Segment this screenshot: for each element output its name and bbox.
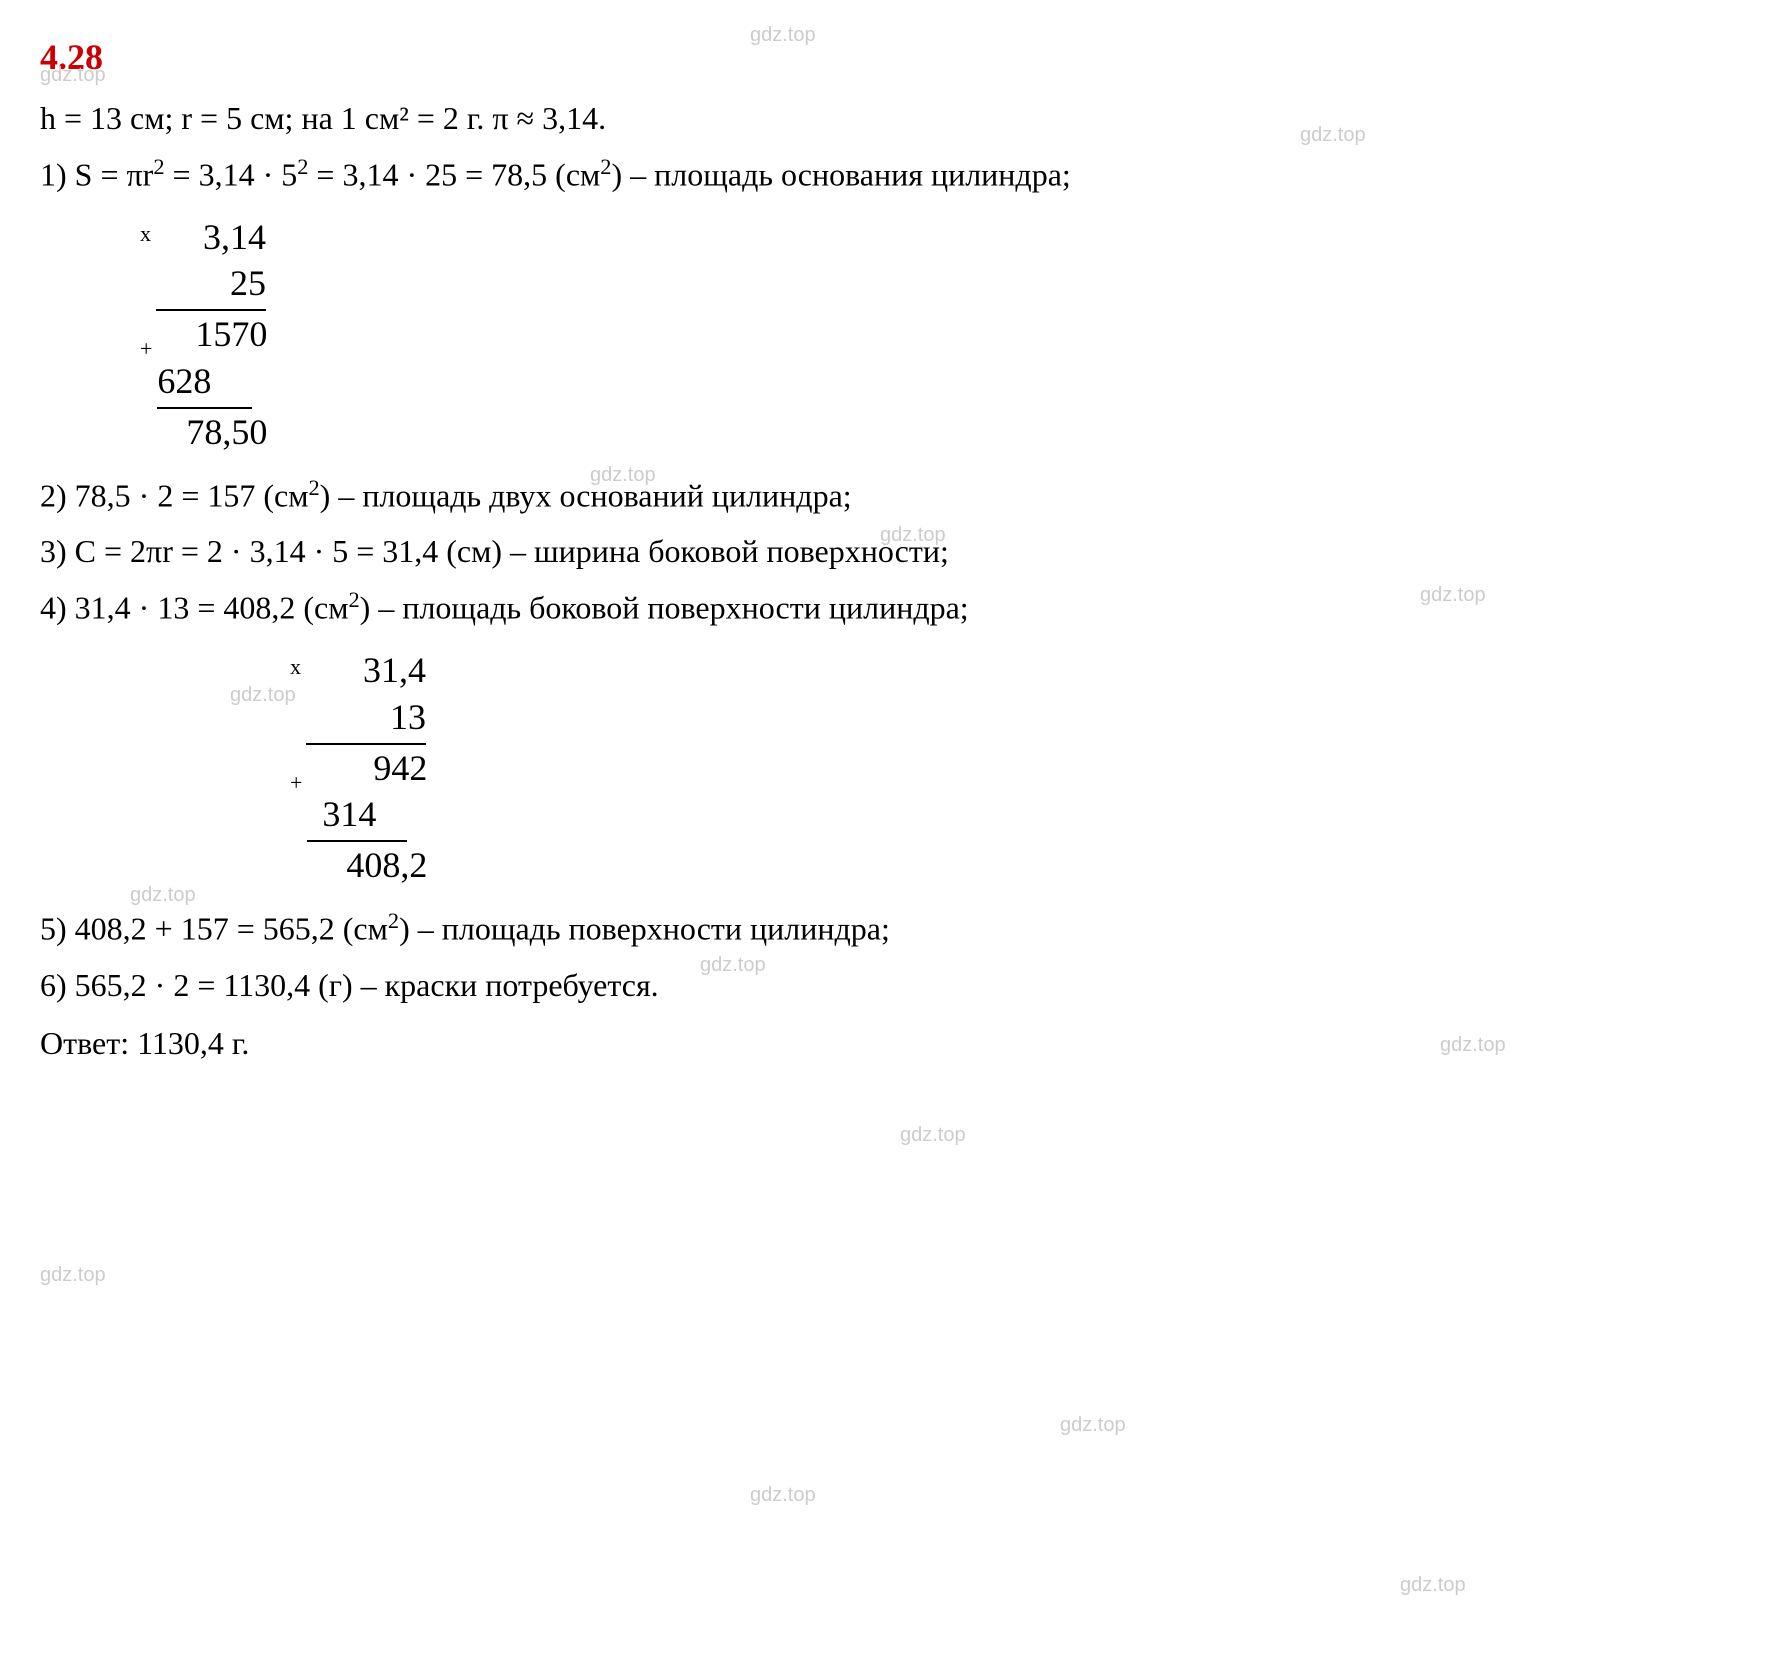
calc2-r5: 408,2 (307, 842, 427, 889)
calc2-r2: 13 (306, 694, 426, 745)
calc1-r1: 3,14 (156, 214, 266, 261)
step2-sup: 2 (308, 475, 319, 500)
answer: Ответ: 1130,4 г. (40, 1019, 1725, 1067)
step-3: 3) C = 2πr = 2 · 3,14 · 5 = 31,4 (см) – … (40, 527, 1725, 575)
calc1-r4: 628 (157, 358, 252, 409)
plus-sign-2: + (290, 769, 302, 798)
plus-sign: + (140, 335, 152, 364)
calc1-r2: 25 (156, 260, 266, 311)
calc1-r3: 1570 (157, 311, 267, 358)
step1-prefix: 1) S = πr (40, 157, 153, 193)
calc2-r3: 942 (307, 745, 427, 792)
step2-prefix: 2) 78,5 · 2 = 157 (см (40, 477, 308, 513)
watermark: gdz.top (230, 680, 296, 710)
given-data: h = 13 см; r = 5 см; на 1 см² = 2 г. π ≈… (40, 94, 1725, 142)
calc2-r4: 314 (307, 791, 407, 842)
step-5: 5) 408,2 + 157 = 565,2 (см2) – площадь п… (40, 904, 1725, 953)
step4-sup: 2 (348, 587, 359, 612)
multiply-sign: x (140, 220, 151, 249)
multiply-sign-2: x (290, 653, 301, 682)
calc2-r1: 31,4 (306, 647, 426, 694)
problem-number: 4.28 (40, 30, 1725, 84)
step5-sup: 2 (388, 908, 399, 933)
watermark: gdz.top (900, 1120, 966, 1150)
step5-suffix: ) – площадь поверхности цилиндра; (399, 911, 890, 947)
step1-mid1: = 3,14 · 5 (165, 157, 298, 193)
watermark: gdz.top (1060, 1410, 1126, 1440)
watermark: gdz.top (1400, 1570, 1466, 1600)
watermark: gdz.top (40, 1260, 106, 1290)
step2-suffix: ) – площадь двух оснований цилиндра; (320, 477, 852, 513)
watermark: gdz.top (750, 1480, 816, 1510)
step1-sup3: 2 (600, 154, 611, 179)
step4-prefix: 4) 31,4 · 13 = 408,2 (см (40, 590, 348, 626)
step-2: 2) 78,5 · 2 = 157 (см2) – площадь двух о… (40, 471, 1725, 520)
step1-sup1: 2 (153, 154, 164, 179)
calculation-2: x31,4 x13 +942 +314 +408,2 (290, 647, 1725, 889)
step-4: 4) 31,4 · 13 = 408,2 (см2) – площадь бок… (40, 583, 1725, 632)
step1-mid2: = 3,14 · 25 = 78,5 (см (308, 157, 600, 193)
step-1: 1) S = πr2 = 3,14 · 52 = 3,14 · 25 = 78,… (40, 150, 1725, 199)
calc1-r5: 78,50 (157, 409, 267, 456)
calculation-1: x3,14 x25 +1570 +628 +78,50 (140, 214, 1725, 456)
step1-sup2: 2 (297, 154, 308, 179)
step4-suffix: ) – площадь боковой поверхности цилиндра… (360, 590, 969, 626)
step1-suffix: ) – площадь основания цилиндра; (611, 157, 1070, 193)
step5-prefix: 5) 408,2 + 157 = 565,2 (см (40, 911, 388, 947)
step-6: 6) 565,2 · 2 = 1130,4 (г) – краски потре… (40, 961, 1725, 1009)
